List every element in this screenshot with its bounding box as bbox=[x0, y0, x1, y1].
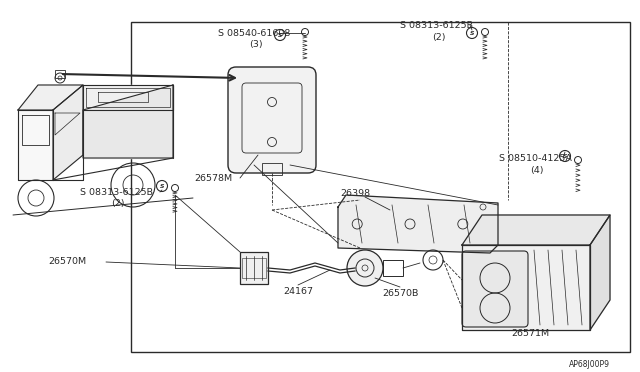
Polygon shape bbox=[338, 195, 498, 253]
Polygon shape bbox=[462, 245, 590, 330]
Text: S: S bbox=[278, 33, 282, 38]
Text: 26570M: 26570M bbox=[48, 257, 86, 266]
Text: S 08313-6125B: S 08313-6125B bbox=[400, 20, 473, 29]
Bar bbox=[240, 252, 268, 284]
Text: (2): (2) bbox=[432, 32, 445, 42]
Text: 26578M: 26578M bbox=[194, 173, 232, 183]
Polygon shape bbox=[462, 215, 610, 245]
Polygon shape bbox=[83, 85, 173, 110]
Bar bbox=[131, 22, 630, 352]
Text: 26571M: 26571M bbox=[511, 328, 549, 337]
Text: 26398: 26398 bbox=[340, 189, 370, 198]
Text: 26570B: 26570B bbox=[382, 289, 418, 298]
Text: 24167: 24167 bbox=[283, 288, 313, 296]
Polygon shape bbox=[18, 110, 53, 180]
Polygon shape bbox=[18, 85, 83, 110]
Text: S: S bbox=[470, 31, 474, 36]
Text: (4): (4) bbox=[530, 166, 543, 174]
Text: (2): (2) bbox=[111, 199, 125, 208]
FancyBboxPatch shape bbox=[228, 67, 316, 173]
Bar bbox=[383, 260, 403, 276]
Polygon shape bbox=[53, 85, 83, 180]
FancyBboxPatch shape bbox=[462, 251, 528, 327]
Bar bbox=[262, 163, 282, 175]
Text: AP68J00P9: AP68J00P9 bbox=[569, 360, 610, 369]
Circle shape bbox=[347, 250, 383, 286]
Text: S: S bbox=[160, 184, 164, 189]
Text: S: S bbox=[563, 154, 567, 159]
Polygon shape bbox=[83, 85, 173, 158]
Polygon shape bbox=[590, 215, 610, 330]
Text: (3): (3) bbox=[249, 39, 262, 48]
Text: S 08510-4125A: S 08510-4125A bbox=[499, 154, 572, 163]
Bar bbox=[242, 258, 266, 278]
Bar bbox=[55, 70, 65, 78]
Text: S 08313-6125B: S 08313-6125B bbox=[80, 187, 153, 196]
Text: S 08540-61608: S 08540-61608 bbox=[218, 29, 291, 38]
